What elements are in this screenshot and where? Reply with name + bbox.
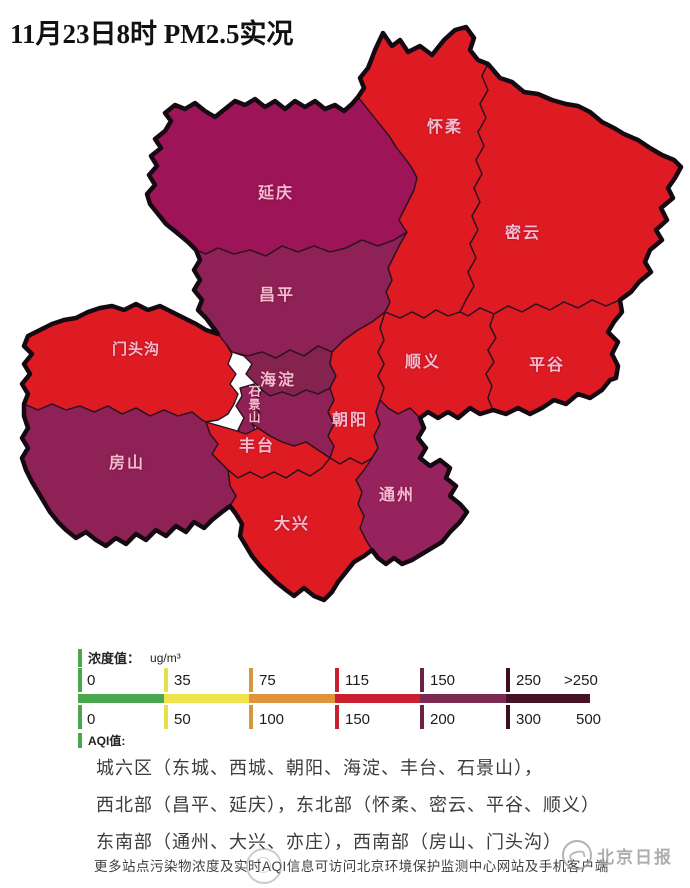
label-fangshan: 房山 (109, 455, 146, 472)
label-shijingshan: 石景山 (247, 385, 261, 424)
tick (249, 668, 253, 692)
region-notes: 城六区（东城、西城、朝阳、海淀、丰台、石景山）， 西北部（昌平、延庆），东北部（… (96, 750, 656, 861)
beijing-daily-name: 北京日报 (597, 847, 673, 867)
tick (78, 705, 82, 729)
legend-value: 250 (516, 672, 542, 689)
tick (506, 668, 510, 692)
label-pinggu: 平谷 (529, 357, 566, 374)
label-chaoyang: 朝阳 (332, 412, 369, 429)
legend-value: 115 (345, 672, 369, 689)
tick (335, 668, 339, 692)
legend-concentration-row: 浓度值： ug/m³ (78, 648, 181, 667)
label-tongzhou: 通州 (379, 487, 416, 504)
beijing-daily-logo-icon (562, 840, 592, 870)
legend-top-values: 0 35 75 115 150 250 >250 (78, 668, 690, 692)
tick (335, 705, 339, 729)
label-huairou: 怀柔 (427, 119, 464, 136)
tick (506, 705, 510, 729)
bar-segment-red (335, 694, 420, 703)
tick (420, 705, 424, 729)
watermark-stamp-icon (246, 848, 282, 884)
district-miyun (459, 63, 682, 317)
legend-bottom-values: 0 50 100 150 200 300 500 (78, 705, 690, 729)
legend-unit: ug/m³ (150, 650, 181, 665)
legend-value: 100 (259, 711, 285, 728)
legend-value: 0 (87, 672, 96, 689)
beijing-district-map (19, 24, 684, 603)
legend-aqi-label: AQI值: (88, 734, 126, 748)
bar-segment-orange (249, 694, 335, 703)
label-mentougou: 门头沟 (112, 341, 161, 358)
note-line-3: 东南部（通州、大兴、亦庄），西南部（房山、门头沟） (96, 832, 562, 852)
legend-aqi-row: AQI值: (78, 732, 125, 749)
legend-value: >250 (564, 672, 598, 689)
tick (164, 705, 168, 729)
label-yanqing: 延庆 (258, 185, 295, 202)
legend-value: 50 (174, 711, 191, 728)
label-haidian: 海淀 (260, 372, 297, 389)
label-fengtai: 丰台 (239, 438, 276, 455)
tick (164, 668, 168, 692)
bar-segment-maroon (506, 694, 590, 703)
page-title: 11月23日8时 PM2.5实况 (10, 19, 294, 49)
legend-value: 150 (430, 672, 456, 689)
label-shunyi: 顺义 (405, 354, 442, 371)
legend-concentration-label: 浓度值： (88, 651, 141, 666)
legend-green-bar (78, 733, 82, 748)
footer-info-text: 更多站点污染物浓度及实时AQI信息可访问北京环境保护监测中心网站及手机客户端 (94, 859, 609, 874)
tick (420, 668, 424, 692)
legend-value: 0 (87, 711, 96, 728)
legend-value: 150 (345, 711, 371, 728)
label-changping: 昌平 (259, 287, 296, 304)
district-fangshan (21, 403, 237, 547)
legend-green-bar (78, 648, 82, 667)
legend: 浓度值： ug/m³ 0 35 75 115 150 250 >250 0 50 (78, 648, 690, 750)
legend-color-bar (78, 694, 590, 703)
legend-value: 75 (259, 672, 276, 689)
label-miyun: 密云 (505, 225, 542, 242)
legend-value: 35 (174, 672, 191, 689)
tick (249, 705, 253, 729)
note-line-1: 城六区（东城、西城、朝阳、海淀、丰台、石景山）， (96, 758, 543, 778)
bar-segment-yellow (164, 694, 249, 703)
bar-segment-green (78, 694, 164, 703)
bar-segment-plum (420, 694, 506, 703)
legend-value: 300 (516, 711, 542, 728)
beijing-outer-boundary (19, 24, 684, 603)
legend-value: 500 (576, 711, 602, 728)
tick (78, 668, 82, 692)
label-daxing: 大兴 (274, 516, 311, 533)
note-line-2: 西北部（昌平、延庆），东北部（怀柔、密云、平谷、顺义） (96, 795, 600, 815)
legend-value: 200 (430, 711, 456, 728)
beijing-daily-watermark: 北京日报 (562, 840, 673, 870)
